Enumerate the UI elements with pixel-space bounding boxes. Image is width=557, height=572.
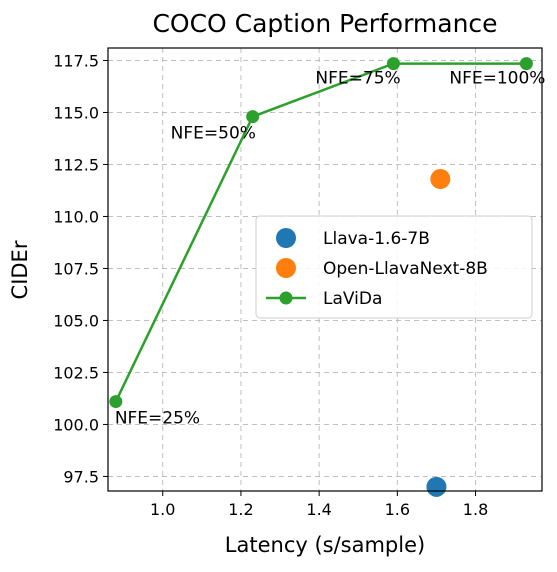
axis-ticks: 1.0 1.2 1.4 1.6 1.8 97.5 100.0 102.5 105.0 107.5 1… xyxy=(53,51,488,519)
nfe-annotation: NFE=75% xyxy=(315,69,400,89)
y-tick-label: 117.5 xyxy=(53,51,99,70)
y-tick-label: 115.0 xyxy=(53,103,99,122)
legend-box xyxy=(255,215,533,319)
y-axis-title: CIDEr xyxy=(8,240,32,299)
y-tick-label: 102.5 xyxy=(53,363,99,382)
legend-label: Llava-1.6-7B xyxy=(323,229,430,249)
y-tick-label: 112.5 xyxy=(53,155,99,174)
lavida-point xyxy=(246,110,260,124)
x-tick-label: 1.8 xyxy=(463,500,488,519)
legend-marker xyxy=(276,258,296,278)
legend-label: LaViDa xyxy=(323,289,382,309)
lavida-point xyxy=(386,57,400,71)
y-tick-label: 110.0 xyxy=(53,207,99,226)
x-axis-title: Latency (s/sample) xyxy=(225,533,425,557)
grid xyxy=(108,48,542,491)
legend: Llava-1.6-7B Open-LlavaNext-8B LaViDa xyxy=(255,215,533,319)
plot-series xyxy=(109,57,533,497)
y-tick-label: 97.5 xyxy=(63,467,99,486)
x-tick-label: 1.4 xyxy=(306,500,331,519)
y-tick-label: 105.0 xyxy=(53,311,99,330)
nfe-annotation: NFE=25% xyxy=(115,409,200,429)
scatter-point xyxy=(426,476,447,497)
lavida-point xyxy=(519,57,533,71)
x-tick-label: 1.2 xyxy=(228,500,253,519)
annotations: NFE=25% NFE=50% NFE=75% NFE=100% xyxy=(115,69,546,429)
nfe-annotation: NFE=100% xyxy=(449,69,545,89)
y-tick-label: 100.0 xyxy=(53,415,99,434)
scatter-point xyxy=(430,169,451,190)
x-tick-label: 1.6 xyxy=(385,500,410,519)
legend-marker xyxy=(279,291,293,305)
y-tick-label: 107.5 xyxy=(53,259,99,278)
lavida-point xyxy=(109,395,123,409)
legend-marker xyxy=(276,228,296,248)
plot-frame xyxy=(107,47,543,492)
x-tick-label: 1.0 xyxy=(150,500,175,519)
legend-label: Open-LlavaNext-8B xyxy=(323,259,488,279)
nfe-annotation: NFE=50% xyxy=(171,124,256,144)
chart-title: COCO Caption Performance xyxy=(152,9,497,38)
lavida-line xyxy=(114,62,527,403)
